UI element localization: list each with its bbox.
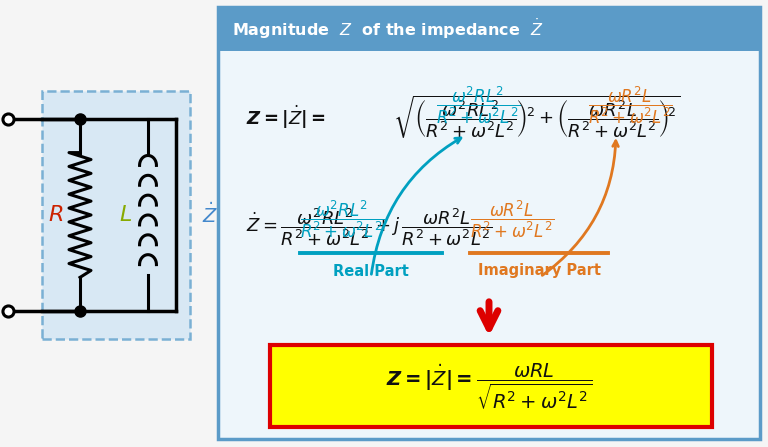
Text: $\mathit{L}$: $\mathit{L}$ [120,205,133,225]
Text: $\dfrac{\omega R^2 L}{R^2+\omega^2 L^2}$: $\dfrac{\omega R^2 L}{R^2+\omega^2 L^2}$ [470,198,554,240]
Text: $\boldsymbol{Z = |\dot{Z}| =}$: $\boldsymbol{Z = |\dot{Z}| =}$ [246,103,326,131]
FancyBboxPatch shape [42,91,190,339]
Text: $\dot{Z} = \dfrac{\omega^2 R L^2}{R^2+\omega^2 L^2} + j\,\dfrac{\omega R^2 L}{R^: $\dot{Z} = \dfrac{\omega^2 R L^2}{R^2+\o… [246,206,492,248]
Bar [218,7,760,439]
Text: Real Part: Real Part [333,263,409,278]
Text: $\dfrac{\omega^2 R L^2}{R^2+\omega^2 L^2}$: $\dfrac{\omega^2 R L^2}{R^2+\omega^2 L^2… [436,84,520,126]
Text: $\dfrac{\omega R^2 L}{R^2+\omega^2 L^2}$: $\dfrac{\omega R^2 L}{R^2+\omega^2 L^2}$ [588,84,672,126]
Bar [218,7,760,51]
Text: $\sqrt{\left(\dfrac{\omega^2 R L^2}{R^2+\omega^2 L^2}\right)^{\!2}+\left(\dfrac{: $\sqrt{\left(\dfrac{\omega^2 R L^2}{R^2+… [393,93,680,140]
Text: $\dfrac{\omega^2 R L^2}{R^2+\omega^2 L^2}$: $\dfrac{\omega^2 R L^2}{R^2+\omega^2 L^2… [300,198,384,240]
Bar [270,345,712,427]
Text: $\boldsymbol{Z = |\dot{Z}| = \dfrac{\omega R L}{\sqrt{R^2+\omega^2 L^2}}}$: $\boldsymbol{Z = |\dot{Z}| = \dfrac{\ome… [386,361,592,411]
Text: $\mathit{R}$: $\mathit{R}$ [48,205,64,225]
Text: Magnitude  $\mathit{Z}$  of the impedance  $\dot{Z}$: Magnitude $\mathit{Z}$ of the impedance … [232,17,544,41]
Text: Imaginary Part: Imaginary Part [478,263,601,278]
Text: $\dot{Z}$: $\dot{Z}$ [202,202,218,227]
